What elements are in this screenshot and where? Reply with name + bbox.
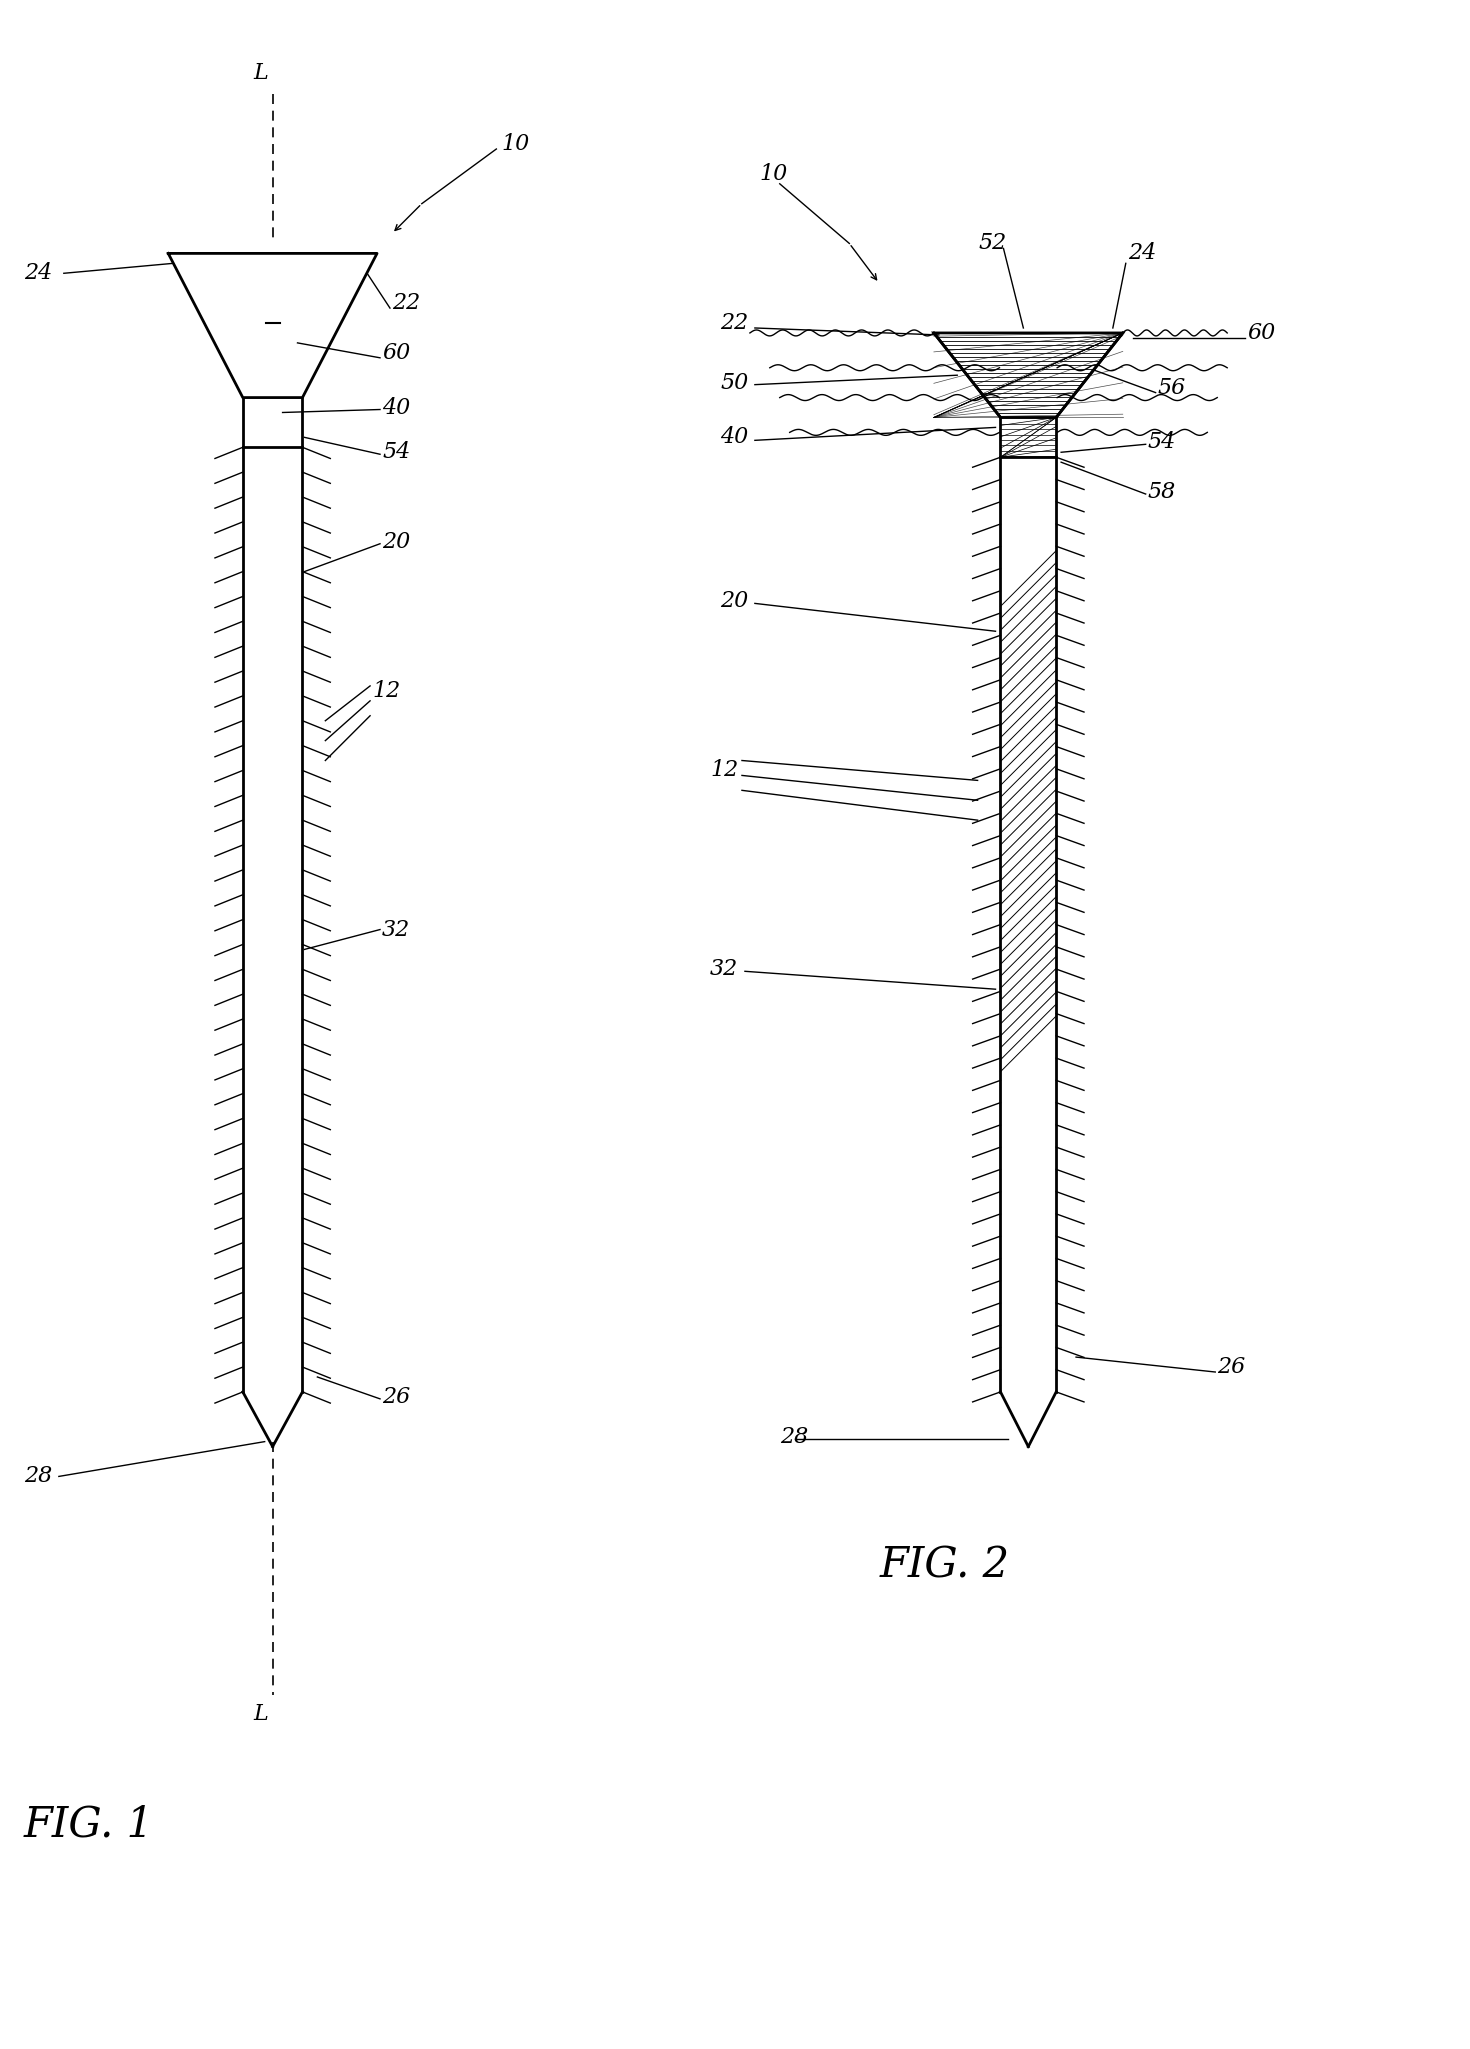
Text: 12: 12	[710, 760, 738, 781]
Text: 26: 26	[1217, 1356, 1245, 1379]
Text: 26: 26	[382, 1385, 410, 1408]
Text: 28: 28	[779, 1426, 808, 1449]
Text: FIG. 1: FIG. 1	[24, 1803, 154, 1846]
Text: 60: 60	[382, 342, 410, 365]
Text: 52: 52	[979, 232, 1007, 254]
Text: 32: 32	[382, 918, 410, 940]
Text: 20: 20	[382, 531, 410, 553]
Text: 58: 58	[1148, 482, 1176, 504]
Text: 40: 40	[382, 398, 410, 418]
Text: 54: 54	[382, 441, 410, 463]
Text: 22: 22	[392, 293, 420, 313]
Text: 22: 22	[720, 311, 748, 334]
Text: 50: 50	[720, 371, 748, 393]
Text: 60: 60	[1247, 322, 1276, 344]
Text: L: L	[253, 1703, 268, 1725]
Text: 56: 56	[1157, 377, 1186, 400]
Text: 32: 32	[710, 959, 738, 979]
Text: 12: 12	[372, 680, 400, 703]
Text: L: L	[253, 61, 268, 84]
Text: 28: 28	[24, 1465, 53, 1488]
Text: 24: 24	[1127, 242, 1155, 264]
Text: 10: 10	[760, 162, 788, 184]
Text: 20: 20	[720, 590, 748, 613]
Text: 40: 40	[720, 426, 748, 449]
Text: 54: 54	[1148, 432, 1176, 453]
Text: 10: 10	[501, 133, 529, 156]
Text: 24: 24	[24, 262, 53, 285]
Text: FIG. 2: FIG. 2	[879, 1545, 1010, 1586]
